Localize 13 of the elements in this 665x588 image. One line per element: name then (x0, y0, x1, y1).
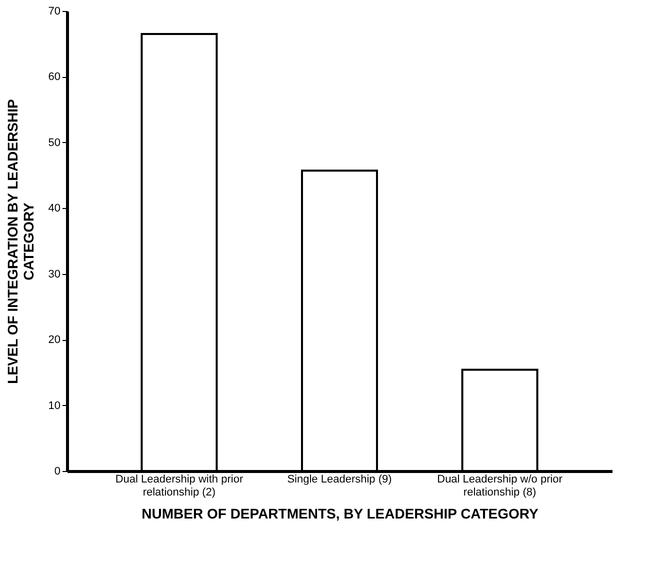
y-tick-label: 10 (48, 400, 60, 412)
y-tick-label: 50 (48, 136, 60, 149)
y-tick-label: 20 (48, 334, 60, 346)
x-tick-label: Single Leadership (9) (287, 474, 392, 486)
y-tick-label: 0 (54, 466, 60, 478)
x-tick-label: Dual Leadership w/o prior relationship (8) (437, 474, 563, 498)
x-tick-label: Dual Leadership with prior relationship (2) (115, 474, 244, 498)
y-tick-label: 60 (48, 71, 60, 84)
y-axis-title: LEVEL OF INTEGRATION BY LEADERSHIP CATEGORY (4, 99, 36, 384)
y-tick-label: 30 (48, 268, 60, 280)
y-tick-label: 40 (48, 202, 60, 215)
x-axis-title: NUMBER OF DEPARTMENTS, BY LEADERSHIP CATEGORY (142, 506, 540, 522)
y-tick-label: 70 (48, 6, 60, 18)
